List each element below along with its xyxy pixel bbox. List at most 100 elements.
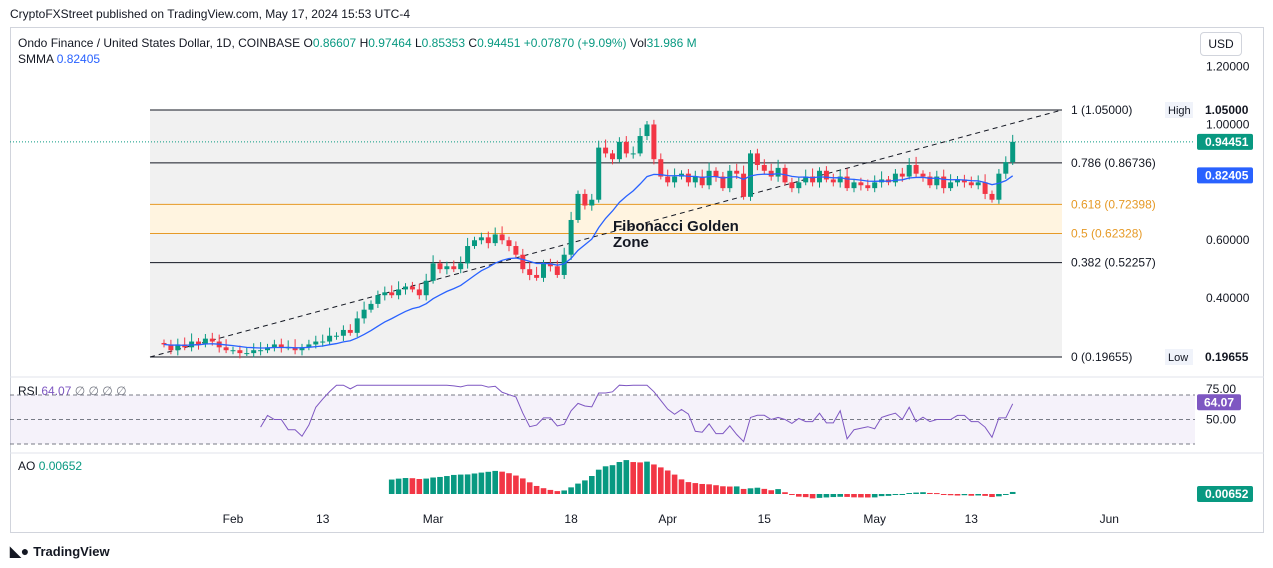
ohlc-legend: Ondo Finance / United States Dollar, 1D,… (18, 36, 697, 50)
ao-bar (388, 479, 395, 494)
candle-body (409, 286, 415, 290)
ao-bar (623, 460, 630, 494)
candle-body (1010, 141, 1016, 163)
candle-body (340, 329, 346, 336)
ao-bar (906, 493, 912, 495)
candle-body (899, 173, 905, 177)
rsi-tick-label: 75.00 (1206, 382, 1236, 396)
tradingview-logo[interactable]: ◣● TradingView (10, 543, 110, 560)
candle-body (437, 263, 443, 270)
currency-button[interactable]: USD (1200, 32, 1242, 56)
smma-legend[interactable]: SMMA 0.82405 (18, 52, 100, 66)
ao-bar (457, 474, 464, 494)
ao-bar (554, 491, 561, 494)
tradingview-brand: TradingView (33, 544, 110, 559)
ao-bar (595, 469, 602, 494)
ao-bar (513, 475, 519, 494)
candle-body (547, 263, 553, 267)
ao-bar (423, 478, 429, 494)
ao-bar (947, 494, 954, 496)
smma-line (163, 172, 1014, 349)
candle-body (396, 289, 402, 296)
candle-body (982, 182, 988, 194)
candle-body (313, 341, 319, 345)
x-tick-label: Apr (658, 512, 677, 526)
candle-body (768, 170, 774, 177)
candle-body (672, 176, 678, 183)
candle-body (955, 179, 960, 183)
ao-bar (796, 494, 802, 497)
candle-body (389, 292, 395, 296)
candle-body (748, 153, 753, 197)
ao-bar (706, 484, 712, 494)
price-badge-label-bg (1165, 102, 1193, 118)
candle-body (361, 309, 367, 319)
ao-bar (678, 479, 685, 494)
ao-bar (775, 489, 781, 494)
rsi-tick-label: 50.00 (1206, 413, 1236, 427)
symbol-name[interactable]: Ondo Finance / United States Dollar, 1D,… (18, 36, 301, 50)
candle-body (327, 335, 333, 342)
annotation-text: Fibonacci Golden (613, 218, 739, 235)
ao-bar (644, 461, 650, 494)
ao-bar (637, 462, 643, 494)
candle-body (244, 353, 250, 355)
candle-body (534, 274, 540, 278)
candle-body (175, 344, 181, 351)
rsi-line (260, 384, 1014, 443)
low-value: 0.85353 (421, 36, 466, 50)
ao-bar (851, 494, 857, 498)
candle-body (258, 350, 264, 352)
candle-body (368, 303, 374, 310)
x-tick-label: 13 (316, 512, 330, 526)
ao-bar (913, 492, 919, 494)
candle-body (265, 347, 270, 351)
ao-bar (685, 482, 692, 494)
candle-body (920, 173, 926, 177)
ao-bar (733, 486, 740, 494)
candle-body (527, 269, 533, 275)
fib-level-label: 0.382 (0.52257) (1071, 256, 1156, 270)
ao-bar (561, 490, 567, 494)
ao-bar (844, 494, 850, 497)
candle-body (934, 176, 940, 186)
ao-bar (651, 464, 657, 494)
open-value: 0.86607 (312, 36, 357, 50)
candle-body (989, 193, 995, 200)
candle-body (416, 289, 422, 296)
candle-body (520, 254, 526, 270)
candle-body (658, 159, 664, 177)
candle-body (278, 344, 284, 348)
ao-bar (616, 462, 623, 494)
ao-bar (809, 494, 816, 499)
candle-body (727, 170, 733, 189)
ao-bar (823, 494, 830, 498)
ao-bar (892, 494, 899, 496)
candle-body (354, 318, 360, 333)
fib-level-label: 0.786 (0.86736) (1071, 156, 1156, 170)
fib-band (150, 233, 1062, 263)
ao-bar (547, 489, 554, 494)
candle-body (568, 219, 574, 255)
candle-body (478, 237, 484, 241)
candle-body (230, 350, 236, 352)
price-badge-label: High (1168, 105, 1191, 117)
ao-legend[interactable]: AO 0.00652 (18, 459, 82, 473)
price-badge-value: 0.94451 (1205, 135, 1249, 149)
candle-body (472, 240, 477, 247)
candle-body (837, 176, 843, 183)
price-badge-label-bg (1165, 349, 1193, 365)
ao-bar (409, 478, 416, 494)
candle-body (485, 237, 491, 244)
candle-body (996, 173, 1002, 200)
candle-body (403, 286, 408, 290)
candle-body (161, 342, 167, 345)
ao-bar (540, 488, 547, 494)
ao-bar (754, 487, 761, 494)
candle-body (202, 338, 208, 345)
ao-bar (830, 494, 837, 498)
candle-body (492, 234, 498, 244)
ao-bar (940, 494, 947, 495)
candle-body (761, 164, 767, 171)
